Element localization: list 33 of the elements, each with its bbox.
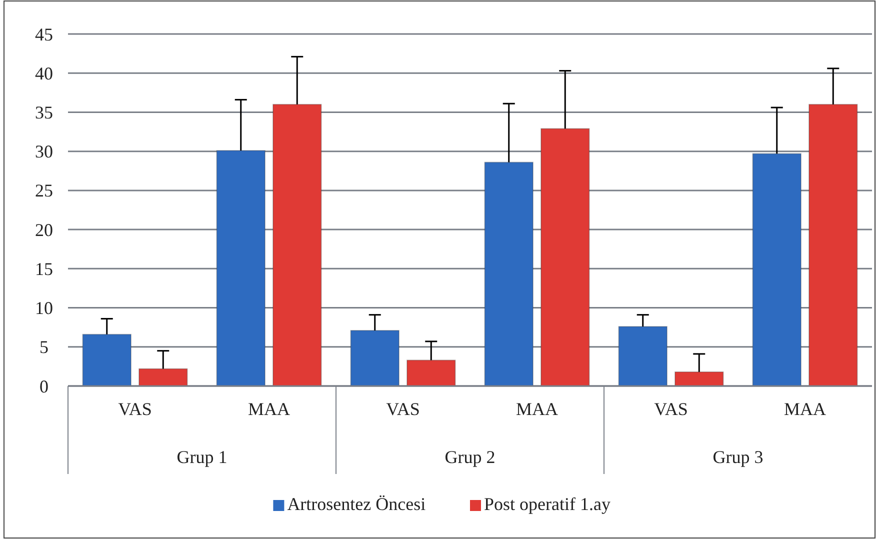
bar bbox=[272, 104, 322, 386]
bar bbox=[674, 371, 724, 386]
bar bbox=[618, 326, 668, 386]
x-tick-label: MAA bbox=[516, 399, 558, 419]
legend-label: Post operatif 1.ay bbox=[484, 494, 610, 514]
x-tick-label: VAS bbox=[386, 399, 420, 419]
y-tick-label: 40 bbox=[35, 63, 53, 84]
bar bbox=[808, 104, 858, 386]
x-tick-label: MAA bbox=[784, 399, 826, 419]
text: Grup 1 bbox=[176, 447, 228, 467]
bar bbox=[216, 150, 266, 386]
text: Grup 2 bbox=[444, 447, 496, 467]
bar bbox=[752, 153, 802, 386]
bar bbox=[82, 334, 132, 386]
x-tick-label: VAS bbox=[118, 399, 152, 419]
y-tick-label: 45 bbox=[35, 24, 53, 44]
legend-label: Artrosentez Öncesi bbox=[287, 494, 426, 514]
bar bbox=[350, 330, 400, 386]
text: Grup 3 bbox=[712, 447, 764, 467]
bar bbox=[484, 162, 534, 386]
x-tick-label: VAS bbox=[654, 399, 688, 419]
y-tick-label: 20 bbox=[35, 220, 53, 240]
bar bbox=[406, 360, 456, 386]
y-tick-label: 15 bbox=[35, 258, 53, 279]
bar bbox=[138, 368, 188, 386]
y-tick-label: 0 bbox=[40, 376, 48, 396]
y-tick-label: 5 bbox=[40, 337, 48, 358]
x-tick-label: MAA bbox=[248, 399, 290, 419]
y-tick-label: 10 bbox=[35, 298, 53, 318]
y-tick-label: 30 bbox=[35, 142, 53, 162]
bar bbox=[540, 128, 590, 386]
y-tick-label: 25 bbox=[35, 180, 53, 201]
y-tick-label: 35 bbox=[35, 102, 53, 123]
